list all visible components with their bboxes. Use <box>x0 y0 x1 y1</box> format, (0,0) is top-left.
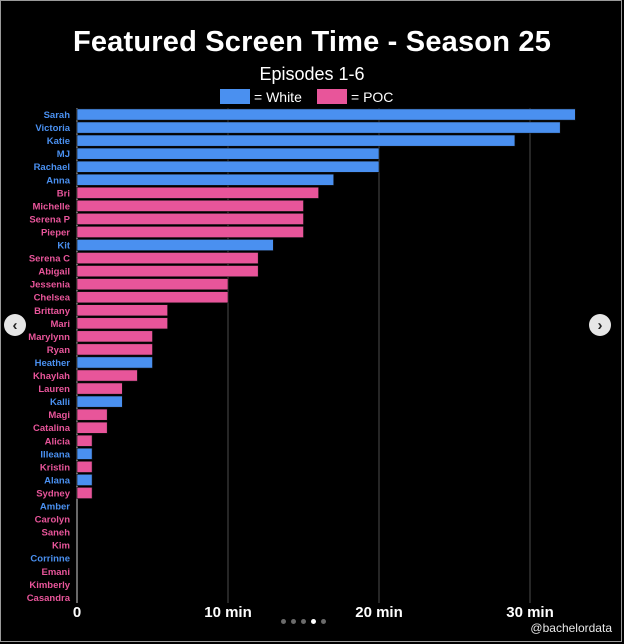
legend-label-poc: = POC <box>351 89 394 105</box>
category-label: Sarah <box>44 110 71 121</box>
x-tick-label: 10 min <box>204 604 252 621</box>
bar-mari <box>76 317 168 330</box>
category-label: Victoria <box>35 123 70 134</box>
category-label: Alana <box>44 475 71 486</box>
carousel-dot[interactable] <box>321 619 326 624</box>
legend-label-white: = White <box>254 89 302 105</box>
bar-mj <box>76 147 380 160</box>
bar-illeana <box>76 447 93 460</box>
bar-michelle <box>76 199 304 212</box>
bar-anna <box>76 173 335 186</box>
bar-lauren <box>76 382 123 395</box>
bar-kit <box>76 239 274 251</box>
bar-abigail <box>76 265 259 278</box>
bar-serena-c <box>76 252 259 264</box>
category-label: Heather <box>35 358 71 369</box>
bar-ryan <box>76 343 153 356</box>
x-tick-label: 30 min <box>506 604 554 621</box>
category-label: Marylynn <box>28 332 70 343</box>
bar-sarah <box>76 108 576 121</box>
category-label: Serena P <box>29 214 70 225</box>
bar-alana <box>76 474 93 486</box>
chart-subtitle: Episodes 1-6 <box>259 64 365 84</box>
category-label: Amber <box>40 502 70 513</box>
category-label: Ryan <box>47 345 70 356</box>
legend: = White = POC <box>0 88 624 108</box>
bar-marylynn <box>76 330 153 343</box>
carousel-next-button[interactable]: › <box>589 314 611 336</box>
bar-kristin <box>76 460 93 473</box>
category-label: Abigail <box>38 267 70 278</box>
category-label: Catalina <box>33 423 71 434</box>
carousel-dot[interactable] <box>291 619 296 624</box>
bar-victoria <box>76 121 561 134</box>
chevron-left-icon: ‹ <box>12 316 18 334</box>
bar-catalina <box>76 421 108 434</box>
category-label: Corrinne <box>30 554 70 565</box>
carousel-dots <box>281 619 326 624</box>
category-label: Kim <box>52 541 70 552</box>
category-label: Carolyn <box>35 515 71 526</box>
category-label: Pieper <box>41 227 70 238</box>
bar-rachael <box>76 160 380 173</box>
bar-magi <box>76 408 108 421</box>
bar-alicia <box>76 434 93 447</box>
category-label: Serena C <box>29 254 70 265</box>
category-label: Kimberly <box>29 580 70 591</box>
chart-title: Featured Screen Time - Season 25 <box>72 26 552 58</box>
bar-heather <box>76 356 153 369</box>
category-label: Illeana <box>40 449 70 460</box>
bar-bri <box>76 186 319 199</box>
category-label: Sydney <box>36 488 71 499</box>
category-label: Lauren <box>38 384 70 395</box>
category-label: Brittany <box>34 306 71 317</box>
category-label: MJ <box>57 149 70 160</box>
category-label: Anna <box>46 175 70 186</box>
bar-jessenia <box>76 278 229 291</box>
category-label: Casandra <box>27 593 71 604</box>
chevron-right-icon: › <box>597 316 603 334</box>
bar-katie <box>76 134 516 147</box>
category-label: Chelsea <box>34 293 71 304</box>
bar-sydney <box>76 487 93 499</box>
category-label: Mari <box>50 319 70 330</box>
category-label: Kalli <box>50 397 70 408</box>
x-tick-label: 20 min <box>355 604 403 621</box>
category-label: Rachael <box>34 162 70 173</box>
carousel-dot[interactable] <box>301 619 306 624</box>
category-label: Magi <box>48 410 70 421</box>
carousel-dot[interactable] <box>281 619 286 624</box>
category-label: Katie <box>47 136 70 147</box>
legend-swatch-poc <box>317 89 347 104</box>
category-label: Emani <box>41 567 70 578</box>
category-label: Kit <box>57 241 71 252</box>
bar-chelsea <box>76 291 229 304</box>
bar-kalli <box>76 395 123 408</box>
category-label: Michelle <box>33 201 71 212</box>
category-label: Kristin <box>40 462 70 473</box>
category-label: Alicia <box>45 436 71 447</box>
bar-khaylah <box>76 369 138 382</box>
carousel-prev-button[interactable]: ‹ <box>4 314 26 336</box>
category-label: Jessenia <box>30 280 71 291</box>
category-label: Khaylah <box>33 371 70 382</box>
bar-serena-p <box>76 213 304 225</box>
bar-pieper <box>76 226 304 238</box>
category-label: Saneh <box>41 528 70 539</box>
legend-swatch-white <box>220 89 250 104</box>
x-tick-label: 0 <box>73 604 81 621</box>
bar-brittany <box>76 304 168 317</box>
carousel-dot[interactable] <box>311 619 316 624</box>
category-label: Bri <box>57 188 70 199</box>
credit-handle: @bachelordata <box>530 621 612 635</box>
